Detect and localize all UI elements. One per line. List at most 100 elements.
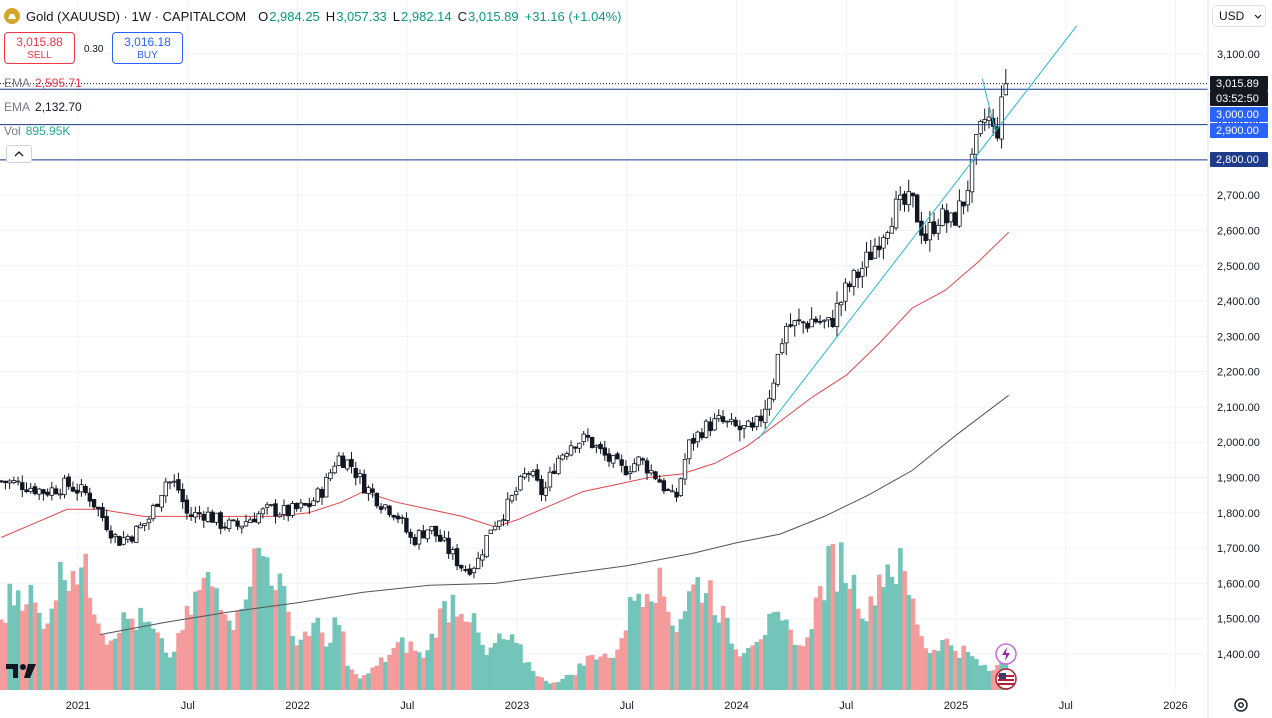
buy-label: BUY (137, 50, 158, 61)
tradingview-logo[interactable] (6, 660, 40, 682)
chevron-up-icon (14, 151, 24, 157)
candle-body (779, 343, 785, 354)
trendline (981, 78, 996, 132)
volume-bar (442, 601, 447, 690)
volume-bar (357, 678, 363, 690)
buy-button[interactable]: 3,016.18 BUY (112, 32, 183, 64)
candle-body (239, 525, 244, 529)
volume-bar (986, 670, 992, 690)
candle-body (146, 518, 152, 524)
sell-button[interactable]: 3,015.88 SELL (4, 32, 75, 64)
price-tag-label: 03:52:50 (1216, 93, 1259, 105)
lightning-icon[interactable] (994, 642, 1018, 666)
volume-bar (45, 623, 51, 690)
candle-body (0, 480, 4, 483)
candle-body (383, 504, 388, 509)
volume-bar (585, 655, 591, 690)
volume-bar (611, 658, 616, 690)
volume-bar (239, 608, 245, 690)
candle-body (758, 415, 764, 422)
volume-bar (24, 604, 29, 690)
candle-body (125, 536, 131, 540)
candle-body (644, 460, 650, 474)
symbol-title[interactable]: Gold (XAUUSD) · 1W · CAPITALCOM (26, 8, 247, 24)
candle-body (952, 212, 958, 226)
buy-price: 3,016.18 (124, 35, 171, 49)
volume-bar (729, 643, 734, 690)
us-flag-icon[interactable] (994, 667, 1018, 691)
volume-bar (505, 639, 511, 690)
candle-body (974, 134, 979, 155)
volume-bar (112, 638, 118, 690)
price-tick-label: 1,900.00 (1217, 473, 1260, 485)
candle-body (969, 153, 975, 193)
volume-bar (619, 638, 625, 690)
volume-bar (433, 637, 439, 690)
volume-bar (539, 677, 544, 690)
volume-bar (361, 675, 367, 690)
candle-body (218, 512, 223, 529)
candle-body (518, 476, 523, 491)
volume-bar (649, 601, 654, 690)
volume-bar (15, 590, 21, 690)
volume-bar (66, 590, 72, 690)
candle-body (74, 489, 80, 494)
candle-body (784, 325, 789, 344)
candle-body (817, 320, 823, 323)
volume-bar (421, 657, 426, 690)
candle-body (264, 504, 270, 508)
candle-body (632, 463, 637, 473)
price-tick-label: 2,700.00 (1217, 190, 1260, 202)
volume-bar (383, 661, 388, 690)
candle-body (687, 439, 692, 460)
volume-bar (264, 557, 270, 690)
volume-bar (944, 638, 950, 690)
volume-bar (188, 614, 194, 690)
candle-body (311, 500, 316, 506)
volume-bar (864, 621, 869, 690)
candle-body (670, 490, 675, 493)
volume-bar (952, 650, 958, 690)
candle-body (117, 535, 122, 546)
currency-select[interactable]: USD (1212, 5, 1266, 27)
gear-icon[interactable] (1232, 696, 1250, 714)
volume-bar (484, 654, 490, 690)
indicator-ema-fast[interactable]: EMA 2,595.71 (4, 76, 82, 90)
candle-body (881, 237, 886, 249)
volume-bar (492, 643, 498, 690)
candle-body (210, 511, 215, 523)
volume-bar (62, 580, 67, 690)
candle-body (763, 408, 768, 423)
candle-body (7, 480, 12, 484)
candle-body (294, 502, 299, 510)
volume-bar (353, 674, 359, 690)
candle-body (15, 480, 21, 483)
candle-body (138, 524, 143, 529)
volume-bar (733, 649, 739, 690)
collapse-legend-button[interactable] (6, 145, 32, 163)
volume-bar (682, 611, 688, 690)
candle-body (62, 477, 67, 495)
price-tick-label: 2,300.00 (1217, 331, 1260, 343)
volume-bar (847, 588, 853, 690)
volume-bar (281, 585, 287, 690)
volume-bar (269, 585, 274, 690)
candle-body (923, 233, 928, 242)
candle-body (28, 487, 33, 492)
volume-bar (176, 633, 181, 690)
candle-body (838, 301, 844, 306)
indicator-volume[interactable]: Vol 895.95K (4, 124, 71, 138)
candle-body (36, 488, 42, 495)
indicator-ema-slow[interactable]: EMA 2,132.70 (4, 100, 82, 114)
candle-body (45, 491, 50, 496)
price-tick-label: 2,500.00 (1217, 261, 1260, 273)
candle-body (513, 490, 519, 496)
candle-body (868, 251, 873, 261)
candle-body (547, 471, 553, 488)
volume-bar (404, 652, 409, 690)
price-tick-label: 2,000.00 (1217, 437, 1260, 449)
price-tick-label: 2,200.00 (1217, 367, 1260, 379)
time-tick-label: 2026 (1163, 700, 1187, 712)
price-tag-bg (1210, 152, 1268, 167)
